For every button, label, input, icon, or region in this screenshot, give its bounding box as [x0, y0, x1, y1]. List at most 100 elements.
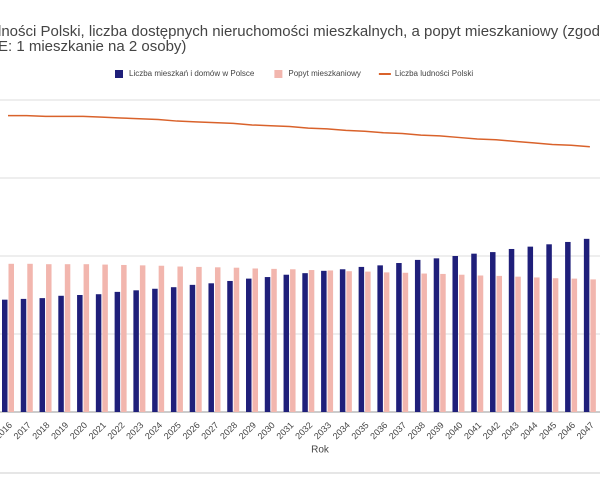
x-tick-label: 2037	[387, 420, 408, 441]
x-tick-label: 2042	[481, 420, 502, 441]
bar	[152, 288, 158, 412]
bar	[58, 295, 64, 412]
bar	[508, 248, 515, 412]
bar	[458, 274, 465, 412]
bar	[358, 266, 365, 412]
bar	[189, 284, 196, 412]
x-tick-label: 2018	[30, 420, 51, 441]
bar	[383, 272, 390, 412]
bar	[440, 273, 446, 412]
x-axis-title: Rok	[311, 445, 330, 456]
x-tick-label: 2017	[12, 420, 33, 441]
bar	[527, 246, 534, 412]
bar	[39, 298, 46, 412]
x-tick-label: 2041	[462, 420, 483, 441]
bar	[471, 253, 477, 412]
bar	[246, 278, 252, 412]
legend-label: Liczba mieszkań i domów w Polsce	[129, 69, 255, 78]
bar	[346, 271, 352, 412]
bar	[515, 276, 521, 412]
bar	[377, 265, 383, 412]
bar	[552, 278, 559, 412]
bar	[433, 258, 440, 412]
bar	[83, 264, 90, 412]
x-tick-label: 2034	[331, 420, 352, 441]
x-tick-label: 2038	[406, 420, 427, 441]
x-tick-label: 2025	[162, 420, 183, 441]
bar	[20, 298, 27, 412]
bar	[227, 280, 233, 412]
bar	[121, 264, 127, 412]
x-tick-label: 2043	[500, 420, 521, 441]
bar	[196, 266, 202, 412]
x-tick-label: 2045	[537, 420, 558, 441]
x-tick-label: 2029	[237, 420, 258, 441]
x-tick-label: 2023	[124, 420, 145, 441]
x-tick-label: 2026	[181, 420, 202, 441]
x-tick-label: 2027	[199, 420, 220, 441]
bar	[46, 264, 52, 412]
bar	[214, 267, 221, 412]
bar	[8, 263, 14, 412]
bar	[496, 275, 503, 412]
x-tick-label: 2032	[293, 420, 314, 441]
legend-label: Liczba ludności Polski	[395, 69, 473, 78]
bar	[321, 270, 327, 412]
x-tick-label: 2019	[49, 420, 70, 441]
bar	[27, 263, 33, 412]
bar	[396, 263, 402, 412]
bar	[339, 269, 346, 412]
bar	[139, 265, 146, 412]
bar	[302, 273, 308, 412]
bar	[133, 290, 139, 412]
bar	[477, 275, 484, 412]
bar	[583, 238, 590, 412]
bar	[546, 244, 552, 412]
x-tick-label: 2020	[68, 420, 89, 441]
chart-title: E: 1 mieszkanie na 2 osoby)	[0, 38, 186, 55]
x-tick-label: 2033	[312, 420, 333, 441]
bar	[271, 268, 277, 412]
x-tick-label: 2044	[518, 420, 539, 441]
bar	[565, 241, 571, 412]
bar	[2, 299, 8, 412]
bar	[208, 283, 214, 412]
line	[8, 114, 590, 148]
x-tick-label: 2039	[425, 420, 446, 441]
x-tick-label: 2036	[368, 420, 389, 441]
x-tick-label: 2031	[274, 420, 295, 441]
x-tick-label: 2022	[105, 420, 126, 441]
x-tick-label: 2028	[218, 420, 239, 441]
legend-swatch	[274, 70, 283, 78]
bar	[283, 274, 290, 412]
x-tick-label: 2040	[443, 420, 464, 441]
bar	[102, 264, 108, 412]
x-tick-label: 2035	[349, 420, 370, 441]
legend-label: Popyt mieszkaniowy	[288, 69, 360, 78]
x-tick-label: 2030	[256, 420, 277, 441]
bar	[534, 277, 540, 412]
bar	[95, 294, 102, 412]
bar	[233, 267, 240, 412]
bar	[414, 259, 421, 412]
bar	[64, 264, 71, 412]
bar	[365, 271, 371, 412]
bar	[421, 273, 427, 412]
bar	[114, 291, 121, 412]
x-tick-label: 2047	[575, 420, 596, 441]
bar	[290, 269, 296, 412]
bar	[158, 265, 165, 412]
bar	[170, 287, 177, 412]
bar	[252, 268, 259, 412]
bar	[452, 256, 458, 412]
bar	[264, 277, 271, 412]
bar	[571, 278, 578, 412]
bar	[77, 295, 83, 412]
x-tick-label: 2016	[0, 420, 14, 441]
x-tick-label: 2024	[143, 420, 164, 441]
x-tick-label: 2046	[556, 420, 577, 441]
bar	[402, 272, 409, 412]
bar	[177, 266, 183, 412]
legend-swatch	[115, 70, 123, 78]
